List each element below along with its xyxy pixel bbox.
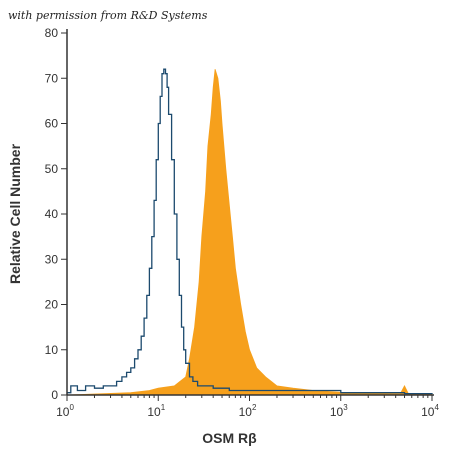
y-tick-label: 60 bbox=[45, 117, 59, 131]
y-tick-label: 30 bbox=[45, 252, 59, 266]
x-tick-label: 104 bbox=[421, 403, 439, 419]
y-tick-label: 50 bbox=[45, 162, 59, 176]
x-axis-title: OSM Rβ bbox=[202, 430, 257, 446]
y-tick-label: 0 bbox=[51, 388, 58, 402]
x-tick-label: 103 bbox=[330, 403, 348, 419]
x-tick-label: 101 bbox=[147, 403, 165, 419]
x-tick-label: 102 bbox=[239, 403, 257, 419]
y-tick-label: 70 bbox=[45, 71, 59, 85]
y-tick-label: 20 bbox=[45, 298, 59, 312]
control-histogram-outline bbox=[67, 68, 433, 395]
permission-watermark: with permission from R&D Systems bbox=[8, 9, 208, 22]
sample-histogram-area bbox=[66, 69, 433, 396]
y-tick-label: 10 bbox=[45, 343, 59, 357]
y-tick-label: 40 bbox=[45, 207, 59, 221]
y-tick-label: 80 bbox=[45, 26, 59, 40]
x-tick-label: 100 bbox=[56, 403, 74, 419]
y-axis-title: Relative Cell Number bbox=[7, 143, 23, 284]
